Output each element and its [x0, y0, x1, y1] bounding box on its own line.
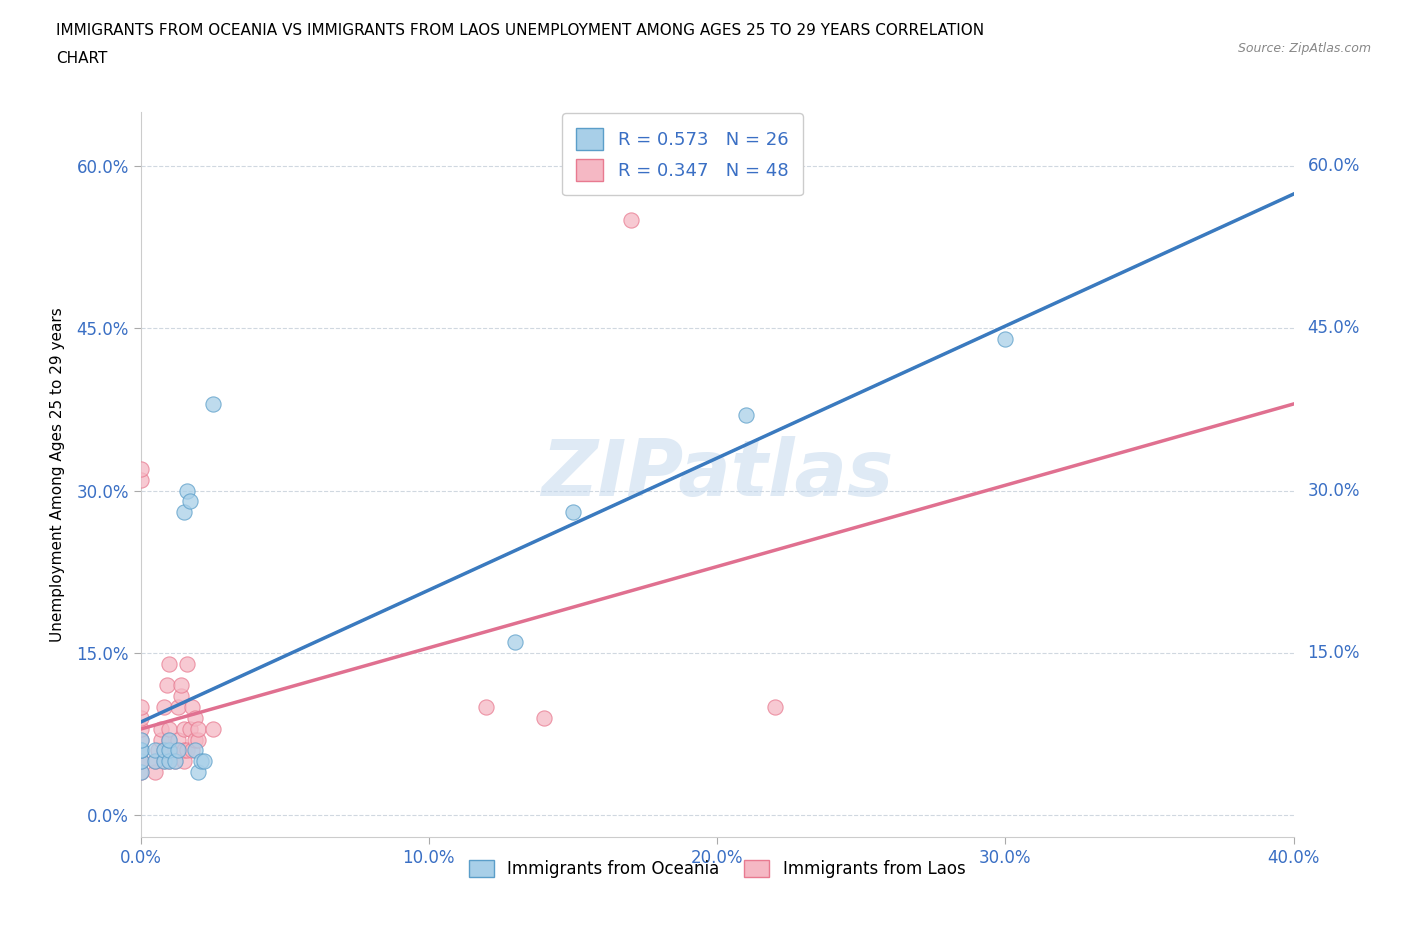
Point	[187, 732, 209, 747]
Text: CHART: CHART	[56, 51, 108, 66]
Point	[129, 743, 152, 758]
Point	[173, 505, 195, 520]
Point	[159, 743, 180, 758]
Point	[503, 634, 526, 649]
Text: Source: ZipAtlas.com: Source: ZipAtlas.com	[1237, 42, 1371, 55]
Point	[159, 732, 180, 747]
Y-axis label: Unemployment Among Ages 25 to 29 years: Unemployment Among Ages 25 to 29 years	[51, 307, 65, 642]
Point	[152, 754, 174, 769]
Point	[152, 699, 174, 714]
Point	[187, 722, 209, 737]
Point	[129, 743, 152, 758]
Point	[129, 722, 152, 737]
Point	[184, 732, 207, 747]
Point	[475, 699, 498, 714]
Point	[129, 764, 152, 779]
Point	[173, 743, 195, 758]
Point	[735, 407, 758, 422]
Point	[176, 657, 198, 671]
Point	[176, 743, 198, 758]
Point	[159, 657, 180, 671]
Point	[152, 743, 174, 758]
Point	[181, 699, 204, 714]
Point	[129, 743, 152, 758]
Point	[129, 461, 152, 476]
Point	[143, 754, 166, 769]
Text: IMMIGRANTS FROM OCEANIA VS IMMIGRANTS FROM LAOS UNEMPLOYMENT AMONG AGES 25 TO 29: IMMIGRANTS FROM OCEANIA VS IMMIGRANTS FR…	[56, 23, 984, 38]
Point	[763, 699, 786, 714]
Text: 30.0%: 30.0%	[1308, 482, 1360, 499]
Point	[165, 754, 187, 769]
Text: ZIPatlas: ZIPatlas	[541, 436, 893, 512]
Point	[181, 743, 204, 758]
Point	[190, 754, 212, 769]
Point	[170, 678, 193, 693]
Point	[562, 505, 585, 520]
Point	[165, 754, 187, 769]
Point	[129, 743, 152, 758]
Point	[143, 754, 166, 769]
Legend: Immigrants from Oceania, Immigrants from Laos: Immigrants from Oceania, Immigrants from…	[460, 852, 974, 886]
Point	[165, 743, 187, 758]
Point	[187, 764, 209, 779]
Point	[619, 212, 641, 227]
Point	[129, 754, 152, 769]
Point	[129, 754, 152, 769]
Point	[146, 743, 169, 758]
Point	[173, 754, 195, 769]
Point	[167, 699, 190, 714]
Point	[129, 732, 152, 747]
Point	[994, 331, 1017, 346]
Point	[159, 722, 180, 737]
Point	[129, 699, 152, 714]
Point	[159, 754, 180, 769]
Text: 15.0%: 15.0%	[1308, 644, 1360, 662]
Point	[129, 472, 152, 487]
Point	[129, 754, 152, 769]
Point	[129, 764, 152, 779]
Point	[143, 743, 166, 758]
Point	[129, 732, 152, 747]
Point	[176, 483, 198, 498]
Text: 45.0%: 45.0%	[1308, 319, 1360, 338]
Point	[167, 732, 190, 747]
Point	[152, 754, 174, 769]
Point	[159, 743, 180, 758]
Point	[533, 711, 555, 725]
Point	[152, 743, 174, 758]
Point	[129, 711, 152, 725]
Text: 60.0%: 60.0%	[1308, 157, 1360, 175]
Point	[173, 722, 195, 737]
Point	[143, 764, 166, 779]
Point	[155, 678, 177, 693]
Point	[201, 396, 224, 411]
Point	[179, 722, 201, 737]
Point	[193, 754, 215, 769]
Point	[201, 722, 224, 737]
Point	[159, 754, 180, 769]
Point	[184, 743, 207, 758]
Point	[184, 711, 207, 725]
Point	[149, 722, 172, 737]
Point	[179, 494, 201, 509]
Point	[159, 732, 180, 747]
Point	[149, 732, 172, 747]
Point	[170, 689, 193, 704]
Point	[167, 743, 190, 758]
